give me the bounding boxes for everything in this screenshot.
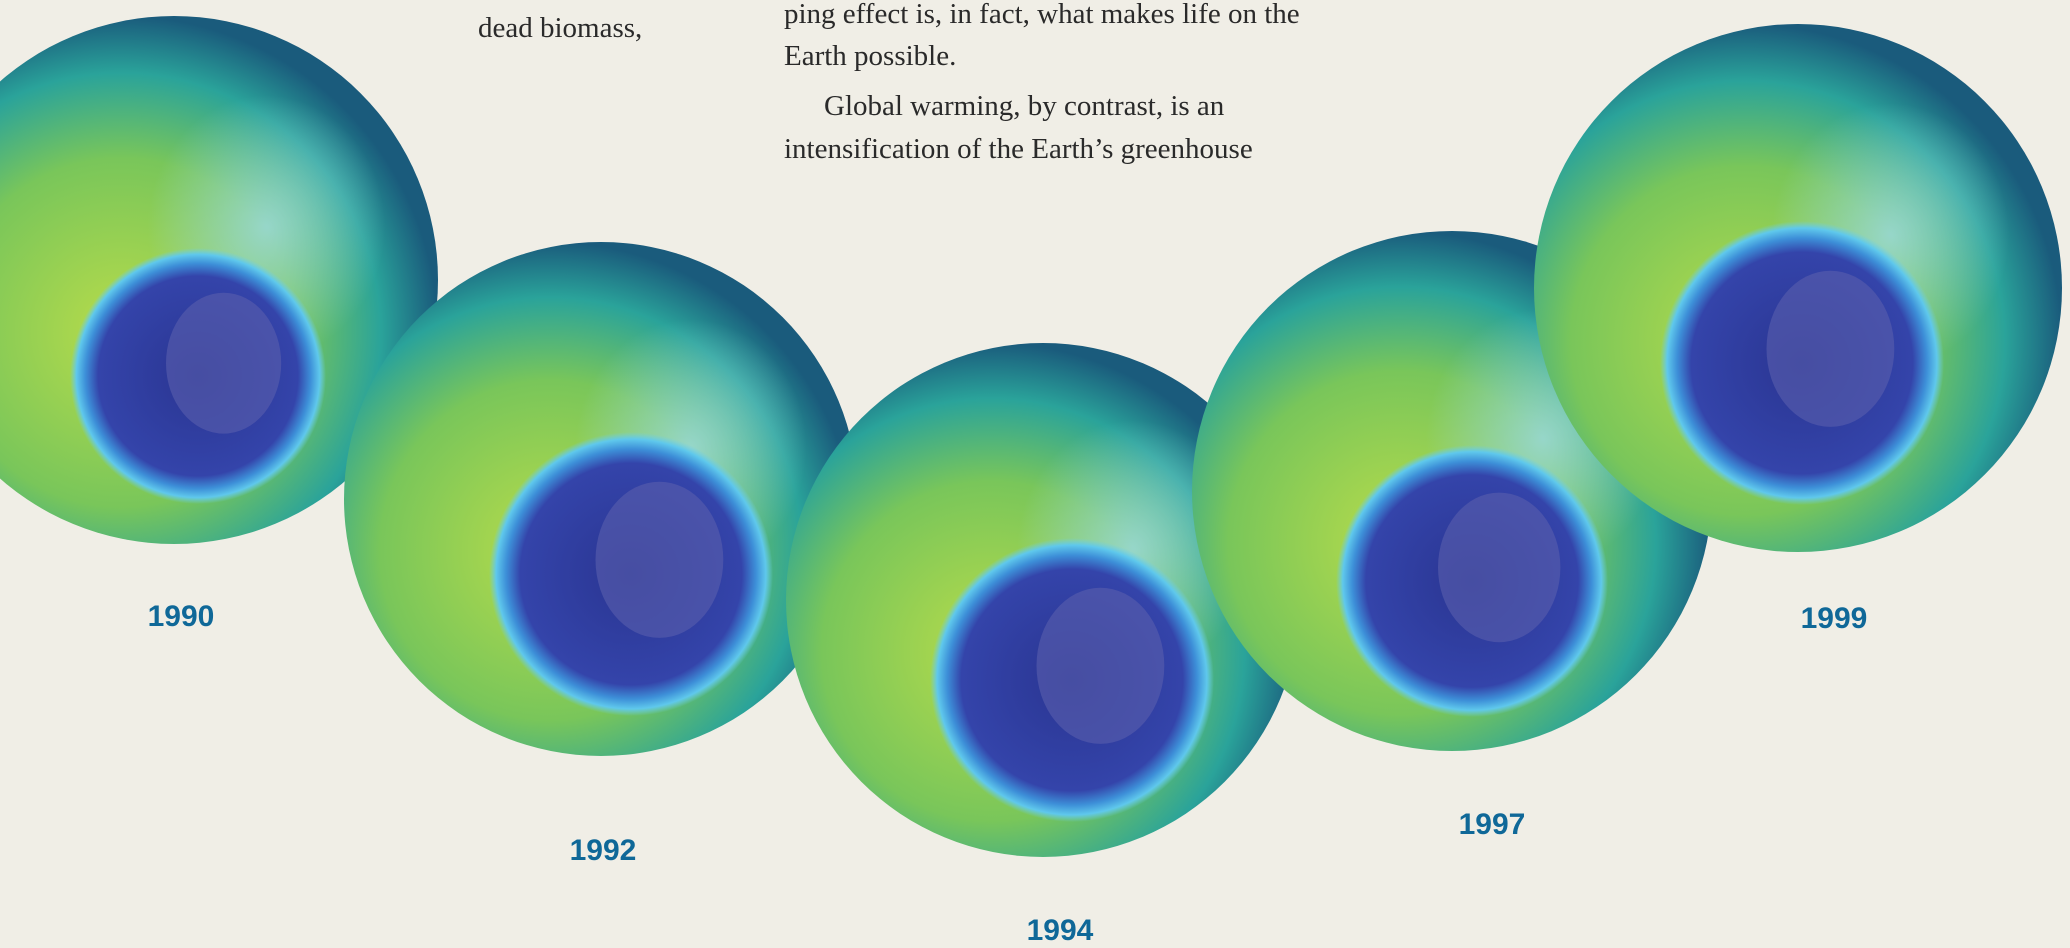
continent <box>1036 587 1165 744</box>
paragraph-line: Global warming, by contrast, is an <box>824 90 1225 122</box>
continent <box>1766 270 1895 427</box>
paragraph-line: intensification of the Earth’s greenhous… <box>784 133 1253 165</box>
year-label: 1992 <box>569 834 637 867</box>
continent <box>595 481 724 638</box>
year-label: 1990 <box>147 600 215 633</box>
paragraph-line: ping effect is, in fact, what makes life… <box>784 0 1300 30</box>
text-fragment: dead biomass, <box>478 12 643 44</box>
continent <box>166 292 282 434</box>
paragraph-line: Earth possible. <box>784 40 957 72</box>
continent <box>1438 492 1561 643</box>
year-label: 1994 <box>1026 914 1094 947</box>
year-label: 1997 <box>1458 808 1526 841</box>
year-label: 1999 <box>1800 602 1868 635</box>
